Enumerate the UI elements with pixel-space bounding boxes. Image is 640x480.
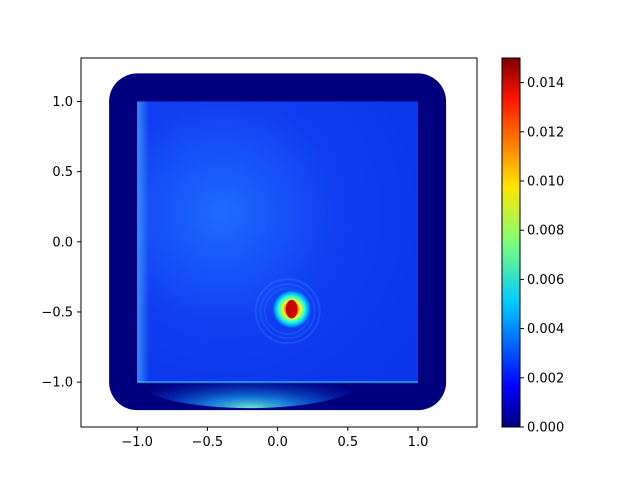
- y-axis: −1.0 −0.5 0.0 0.5 1.0: [41, 95, 81, 391]
- hotspot-ripple: [254, 278, 321, 345]
- colorbar-tick-label: 0.014: [527, 76, 564, 91]
- colorbar-tick-label: 0.010: [527, 175, 564, 190]
- x-tick-label: 1.0: [408, 435, 429, 450]
- y-tick-label: 0.0: [52, 235, 73, 250]
- y-tick-label: 1.0: [52, 95, 73, 110]
- inner-field: [137, 101, 419, 383]
- y-tick-label: 0.5: [52, 165, 73, 180]
- y-tick-label: −1.0: [41, 376, 73, 391]
- y-tick-label: −0.5: [41, 305, 73, 320]
- colorbar-tick-label: 0.008: [527, 224, 564, 239]
- x-tick-label: −0.5: [192, 435, 224, 450]
- colorbar-tick-label: 0.000: [527, 421, 564, 436]
- x-tick-label: −1.0: [121, 435, 153, 450]
- x-tick-label: 0.0: [267, 435, 288, 450]
- colorbar-axis: 0.000 0.002 0.004 0.006 0.008 0.010 0.012 0.014: [520, 76, 564, 436]
- colorbar-tick-label: 0.004: [527, 322, 564, 337]
- x-axis: −1.0 −0.5 0.0 0.5 1.0: [121, 427, 428, 450]
- left-edge-glow: [137, 101, 150, 383]
- colorbar-tick-label: 0.012: [527, 125, 564, 140]
- colorbar-tick-label: 0.006: [527, 273, 564, 288]
- hotspot-ripple: [259, 283, 316, 340]
- hotspot-core: [285, 299, 298, 319]
- colorbar-tick-label: 0.002: [527, 371, 564, 386]
- plot-layer: [109, 73, 447, 411]
- colorbar: [501, 57, 521, 428]
- x-tick-label: 0.5: [337, 435, 358, 450]
- plot-frame: [80, 57, 478, 428]
